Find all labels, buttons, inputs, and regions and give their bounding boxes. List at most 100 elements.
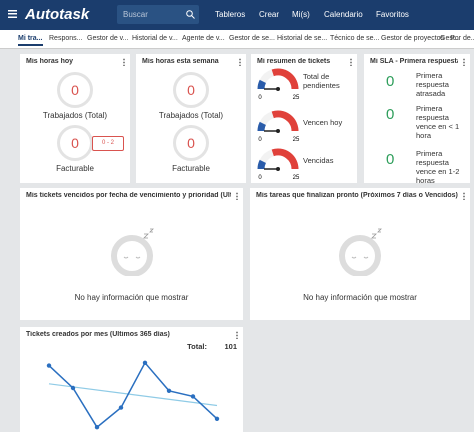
widget-title: Mis tickets vencidos por fecha de vencim… bbox=[26, 192, 231, 199]
metric-value: 0 bbox=[57, 125, 93, 161]
widget-title: Mis tareas que finalizan pronto (Próximo… bbox=[256, 192, 458, 199]
gauge: 0 25 bbox=[257, 110, 300, 142]
gauge-label: Vencidas bbox=[303, 156, 334, 165]
sla-value: 0 bbox=[386, 151, 395, 168]
sla-value: 0 bbox=[386, 106, 395, 123]
sleep-eyes bbox=[123, 256, 140, 259]
tab[interactable]: Historial de se... bbox=[277, 35, 328, 42]
empty-message: No hay información que mostrar bbox=[74, 293, 189, 302]
tab[interactable]: Historial de v... bbox=[132, 35, 178, 42]
gauge-band bbox=[257, 121, 267, 132]
nav-item[interactable]: Mi(s) bbox=[292, 10, 310, 19]
gauge-band bbox=[257, 159, 267, 170]
data-point bbox=[166, 388, 172, 393]
range-badge: 0 - 2 bbox=[92, 136, 124, 151]
sla-label: Primera respuesta vence en 1-2 horas bbox=[416, 149, 460, 185]
nav-item[interactable]: Crear bbox=[259, 10, 280, 19]
data-point bbox=[70, 385, 76, 391]
tab[interactable]: Gestor de proyectos - P... bbox=[381, 35, 460, 42]
gauge-max: 25 bbox=[293, 95, 300, 100]
widget: Tickets creados por mes (Últimos 365 día… bbox=[20, 327, 243, 432]
data-point bbox=[214, 416, 220, 421]
sleep-z bbox=[371, 228, 382, 239]
line-chart bbox=[46, 360, 220, 430]
gauge-band bbox=[259, 111, 275, 126]
nav-item[interactable]: Tableros bbox=[215, 10, 246, 19]
gauge-band bbox=[259, 69, 275, 84]
gauge: 0 25 bbox=[257, 148, 300, 180]
metric-label: Trabajados (Total) bbox=[158, 111, 224, 120]
metric-value: 0 bbox=[57, 72, 93, 108]
metric-value: 0 bbox=[173, 72, 209, 108]
metric-label: Facturable bbox=[172, 164, 210, 173]
data-point bbox=[118, 405, 124, 410]
gauge-band bbox=[257, 79, 267, 90]
empty-ring bbox=[110, 235, 153, 276]
search-placeholder: Buscar bbox=[123, 10, 148, 19]
sla-label: Primera respuesta vence en < 1 hora bbox=[416, 104, 460, 140]
widget: Mi SLA - Primera respuesta 0 Primera respu… bbox=[364, 54, 470, 185]
data-point bbox=[142, 360, 148, 365]
widget-title: Mi SLA - Primera respuesta bbox=[370, 58, 458, 65]
search-box[interactable]: Buscar bbox=[117, 5, 199, 24]
gauge-max: 25 bbox=[293, 175, 300, 180]
nav-item[interactable]: Favoritos bbox=[376, 10, 409, 19]
gauge-label: Total de pendientes bbox=[303, 72, 340, 90]
gauge-hub bbox=[276, 129, 280, 133]
widget-menu[interactable] bbox=[239, 58, 241, 66]
widget-title: Mi resumen de tickets bbox=[257, 58, 331, 65]
metric-label: Trabajados (Total) bbox=[42, 111, 108, 120]
tab[interactable]: Respons... bbox=[49, 35, 83, 42]
top-bar: Autotask Buscar Tableros Crear Mi(s) Calend… bbox=[0, 0, 474, 30]
gauge: 0 25 bbox=[257, 68, 300, 100]
widget: Mis tickets vencidos por fecha de vencim… bbox=[20, 188, 243, 320]
gauge-hub bbox=[276, 87, 280, 91]
widget: Mi resumen de tickets 0 25 Total de pendien… bbox=[251, 54, 357, 183]
widget-menu[interactable] bbox=[463, 192, 465, 200]
tab[interactable]: Mi tra... bbox=[18, 35, 43, 46]
empty-illustration bbox=[110, 228, 154, 276]
search-icon bbox=[186, 10, 195, 19]
empty-message: No hay información que mostrar bbox=[303, 293, 417, 302]
metric-value: 0 bbox=[173, 125, 209, 161]
logo[interactable]: Autotask bbox=[25, 6, 90, 23]
tab[interactable]: Gestor de v... bbox=[87, 35, 129, 42]
gauge-min: 0 bbox=[258, 175, 262, 180]
gauge-label: Vencen hoy bbox=[303, 118, 343, 127]
empty-illustration bbox=[339, 228, 382, 276]
widget-menu[interactable] bbox=[236, 192, 238, 200]
widget-title: Mis horas esta semana bbox=[142, 58, 219, 65]
gauge-band bbox=[271, 68, 299, 90]
data-line bbox=[48, 361, 218, 429]
tab[interactable]: Agente de v... bbox=[182, 35, 225, 42]
metric-label: Facturable bbox=[56, 164, 94, 173]
gauge-min: 0 bbox=[258, 95, 262, 100]
menu-button[interactable] bbox=[8, 10, 17, 18]
widget-menu[interactable] bbox=[350, 58, 352, 66]
total-value: 101 bbox=[224, 342, 237, 351]
widget-menu[interactable] bbox=[463, 58, 465, 66]
widget-menu[interactable] bbox=[123, 58, 125, 66]
sleep-eyes bbox=[351, 256, 369, 259]
tab[interactable]: Gestor de se... bbox=[229, 35, 275, 42]
gauge-band bbox=[271, 110, 299, 132]
sla-value: 0 bbox=[386, 73, 395, 90]
widget-title: Mis horas hoy bbox=[26, 58, 74, 65]
widget: Mis horas esta semana 0 Trabajados (Total)… bbox=[136, 54, 246, 183]
widget: Mis tareas que finalizan pronto (Próximo… bbox=[250, 188, 470, 320]
gauge-band bbox=[259, 149, 275, 164]
tab[interactable]: Gestor de... bbox=[440, 35, 474, 42]
data-point bbox=[94, 425, 100, 430]
data-point bbox=[46, 363, 52, 368]
data-point bbox=[190, 394, 196, 399]
gauge-hub bbox=[276, 167, 280, 171]
widget-menu[interactable] bbox=[236, 331, 238, 339]
empty-ring bbox=[339, 235, 381, 276]
total-label: Total: bbox=[187, 342, 207, 351]
tab[interactable]: Técnico de se... bbox=[330, 35, 380, 42]
nav-item[interactable]: Calendario bbox=[324, 10, 363, 19]
gauge-band bbox=[271, 148, 299, 170]
tab-bar: Mi tra... Respons... Gestor de v... Histori… bbox=[0, 30, 474, 49]
trend-line bbox=[48, 383, 218, 407]
